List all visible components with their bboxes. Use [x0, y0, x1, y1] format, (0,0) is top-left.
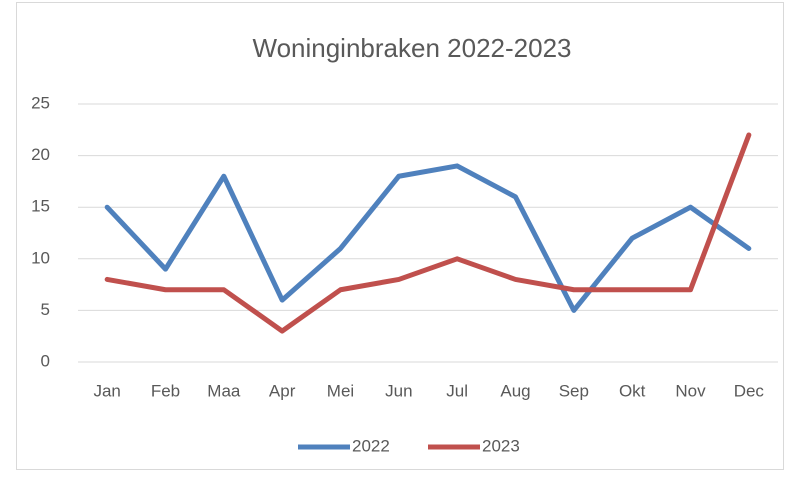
x-tick-label: Sep: [559, 381, 589, 400]
y-tick-label: 25: [31, 93, 50, 112]
legend-label: 2023: [482, 436, 520, 455]
x-tick-label: Aug: [500, 381, 530, 400]
x-tick-label: Okt: [619, 381, 646, 400]
x-tick-label: Maa: [207, 381, 241, 400]
y-tick-label: 20: [31, 145, 50, 164]
x-tick-label: Jun: [385, 381, 412, 400]
chart-border: [16, 2, 784, 470]
series-line: [104, 163, 752, 313]
x-tick-label: Jan: [93, 381, 120, 400]
y-tick-label: 0: [41, 351, 50, 370]
y-tick-label: 5: [41, 300, 50, 319]
y-tick-label: 15: [31, 197, 50, 216]
x-tick-label: Mei: [327, 381, 354, 400]
x-tick-label: Apr: [269, 381, 296, 400]
x-tick-label: Dec: [734, 381, 765, 400]
x-tick-label: Nov: [675, 381, 706, 400]
y-tick-label: 10: [31, 248, 50, 267]
chart-title: Woninginbraken 2022-2023: [253, 33, 572, 63]
series-line: [104, 132, 752, 334]
legend-label: 2022: [352, 436, 390, 455]
x-tick-label: Feb: [151, 381, 180, 400]
x-tick-label: Jul: [446, 381, 468, 400]
